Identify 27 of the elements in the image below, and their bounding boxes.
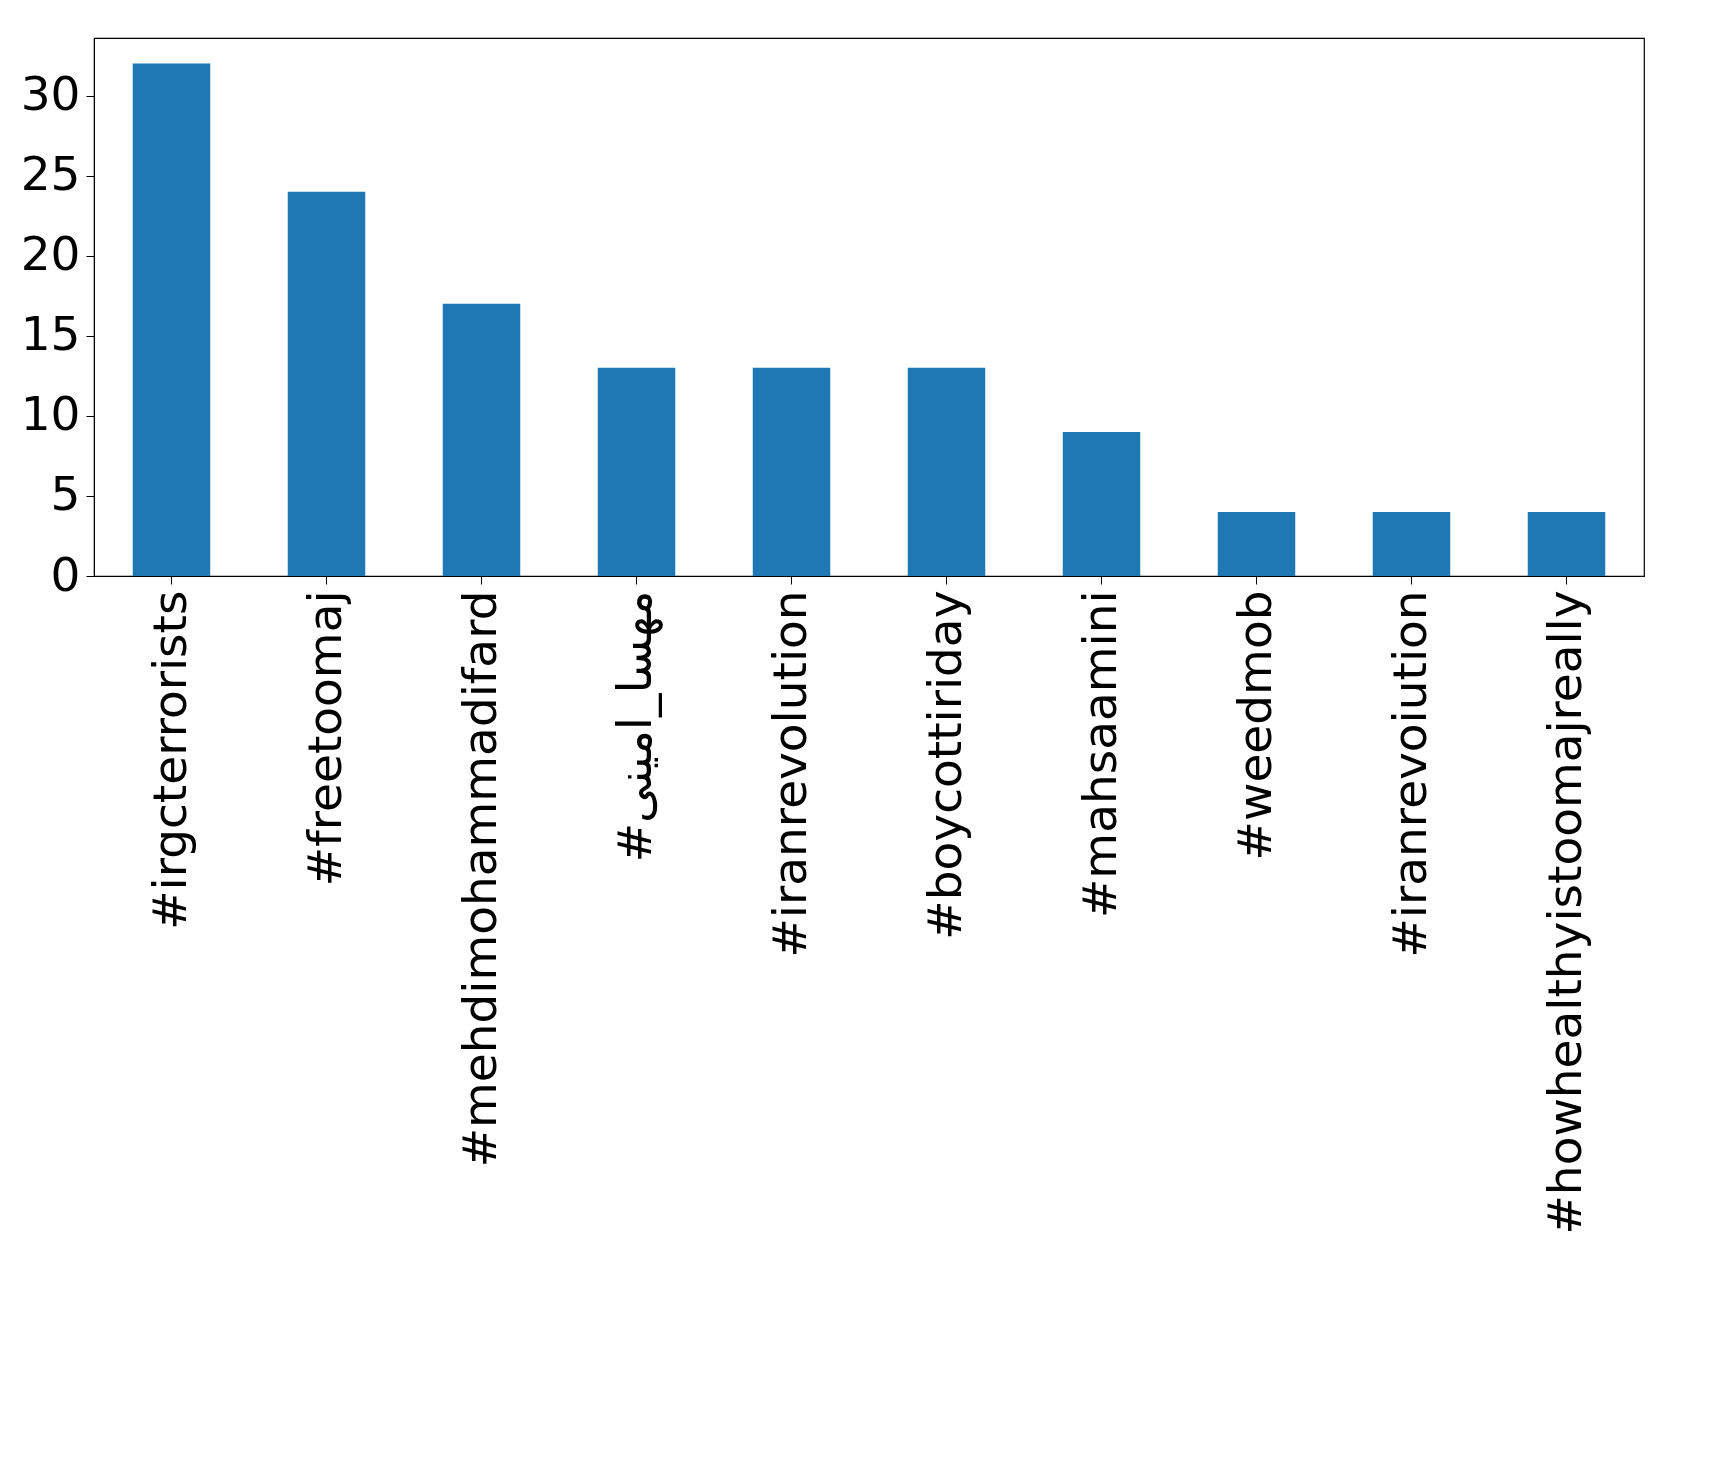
y-tick-label: 5 [50,466,81,522]
bar [752,367,831,576]
x-tick-label: #irgcterrorists [141,590,197,930]
x-tick-label: #howhealthyistoomajreally [1536,590,1592,1235]
y-tick-label: 30 [20,66,81,122]
x-tick-label: #مهسا_امینی [606,590,663,863]
x-tick-label: #weedmob [1226,590,1282,861]
y-tick-label: 0 [50,546,81,602]
bar [442,303,521,576]
bar [907,367,986,576]
x-tick-label: #boycottiriday [916,590,972,940]
y-tick-label: 20 [20,226,81,282]
bar [1062,431,1141,576]
bar [1527,511,1606,576]
x-tick-label: #iranrevoiution [1381,590,1437,958]
bar [287,191,366,576]
x-tick-label: #freetoomaj [296,590,352,887]
bar [1372,511,1451,576]
y-tick-label: 15 [20,306,81,362]
bar [1217,511,1296,576]
bar [132,63,211,576]
x-tick-label: #mehdimohammadifard [451,590,507,1168]
bar [597,367,676,576]
y-tick-label: 25 [20,146,81,202]
x-tick-label: #mahsaamini [1071,590,1127,919]
y-tick-label: 10 [20,386,81,442]
x-tick-label: #iranrevolution [761,590,817,958]
